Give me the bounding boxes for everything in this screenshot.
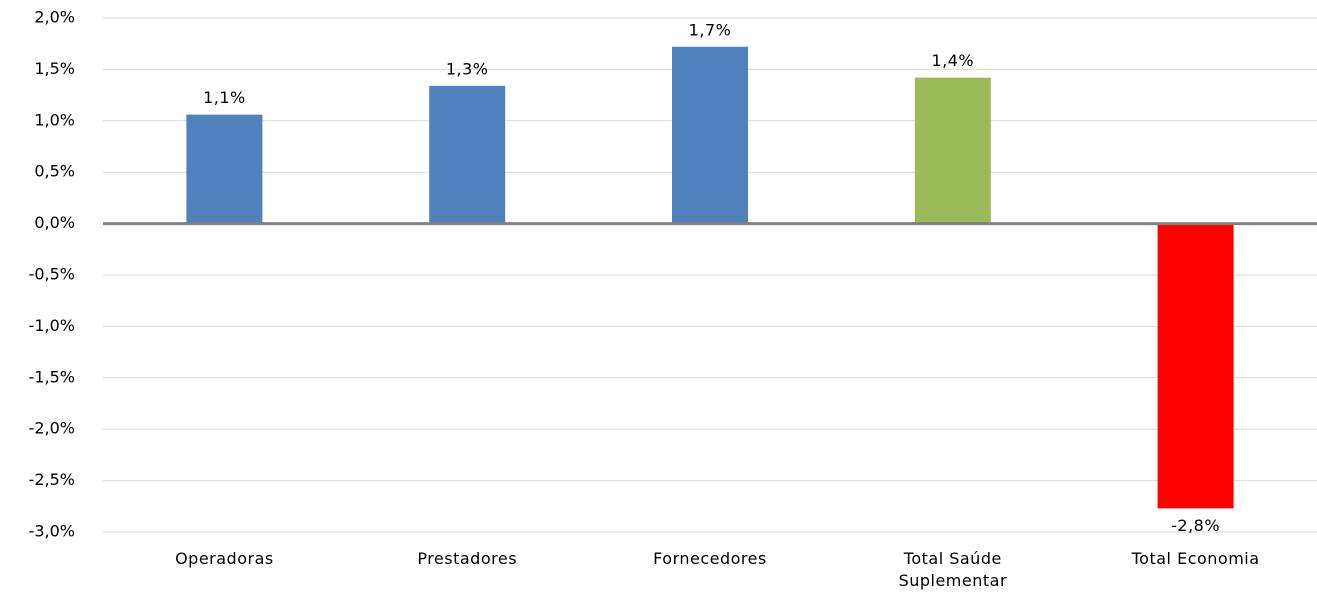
y-tick-label: -1,0% — [29, 316, 75, 335]
data-label: 1,7% — [689, 20, 732, 39]
data-label: 1,3% — [446, 59, 489, 78]
y-tick-label: -1,5% — [29, 367, 75, 386]
y-tick-label: 2,0% — [34, 8, 75, 27]
y-tick-label: 1,0% — [34, 110, 75, 129]
y-tick-label: 1,5% — [34, 59, 75, 78]
y-tick-label: -0,5% — [29, 265, 75, 284]
y-tick-label: -3,0% — [29, 522, 75, 541]
x-tick-label: Total Saúde Suplementar — [898, 549, 1008, 590]
y-tick-label: 0,0% — [34, 213, 75, 232]
x-tick-label: Total Economia — [1131, 549, 1260, 568]
y-tick-label: -2,5% — [29, 470, 75, 489]
x-tick-label: Operadoras — [175, 549, 274, 568]
bar — [672, 46, 748, 224]
y-tick-label: -2,0% — [29, 419, 75, 438]
bar — [186, 114, 263, 224]
data-label: 1,4% — [931, 51, 974, 70]
bar — [1157, 223, 1234, 509]
y-tick-label: 0,5% — [34, 162, 75, 181]
x-tick-label: Prestadores — [417, 549, 518, 568]
data-label: -2,8% — [1171, 516, 1220, 535]
data-label: 1,1% — [203, 88, 246, 107]
bar — [914, 77, 991, 224]
bar — [429, 85, 506, 224]
x-tick-label: Fornecedores — [653, 549, 767, 568]
